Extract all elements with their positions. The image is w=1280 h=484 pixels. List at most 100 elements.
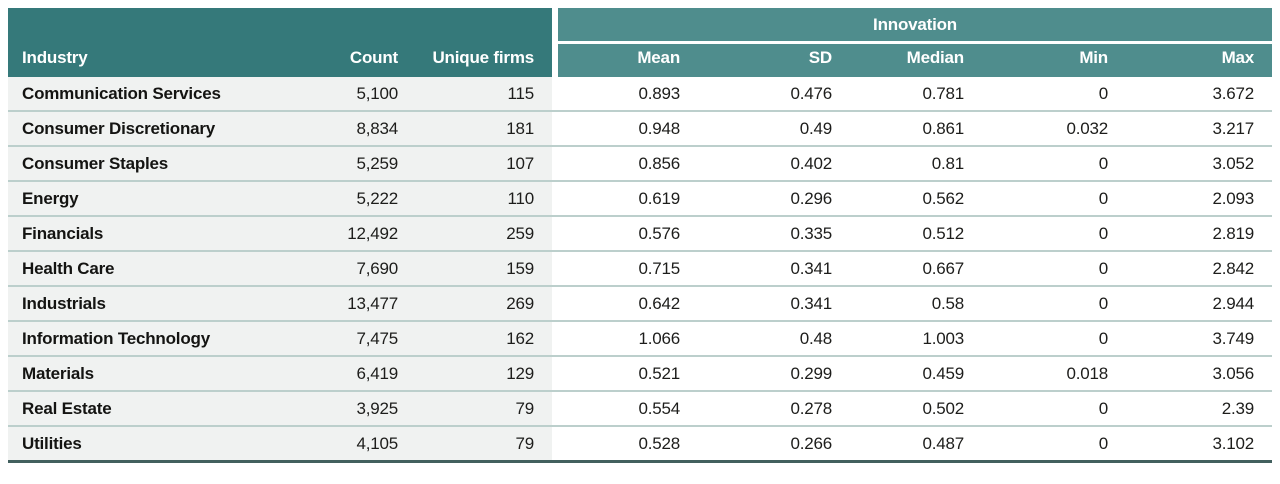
table-row: Consumer Discretionary 8,834 181 0.948 0…	[8, 112, 1273, 147]
cell-min: 0	[982, 427, 1126, 463]
cell-max: 2.944	[1126, 287, 1273, 322]
cell-industry: Real Estate	[8, 392, 292, 427]
cell-max: 3.056	[1126, 357, 1273, 392]
cell-sd: 0.335	[698, 217, 850, 252]
cell-count: 7,690	[292, 252, 416, 287]
cell-divider	[552, 217, 558, 252]
sub-header-row: Mean SD Median Min Max	[8, 44, 1273, 77]
cell-median: 0.667	[850, 252, 982, 287]
column-header-median: Median	[850, 44, 982, 77]
cell-median: 0.502	[850, 392, 982, 427]
cell-median: 0.861	[850, 112, 982, 147]
cell-count: 3,925	[292, 392, 416, 427]
cell-industry: Materials	[8, 357, 292, 392]
cell-sd: 0.49	[698, 112, 850, 147]
cell-min: 0	[982, 287, 1126, 322]
table-row: Real Estate 3,925 79 0.554 0.278 0.502 0…	[8, 392, 1273, 427]
cell-unique-firms: 159	[416, 252, 552, 287]
cell-sd: 0.341	[698, 287, 850, 322]
cell-count: 12,492	[292, 217, 416, 252]
cell-unique-firms: 79	[416, 427, 552, 463]
table-row: Materials 6,419 129 0.521 0.299 0.459 0.…	[8, 357, 1273, 392]
cell-max: 2.819	[1126, 217, 1273, 252]
table-body: Communication Services 5,100 115 0.893 0…	[8, 77, 1273, 463]
cell-min: 0	[982, 77, 1126, 112]
table-header: Industry Count Unique firms Innovation M…	[8, 8, 1273, 77]
column-header-unique-firms: Unique firms	[416, 8, 552, 77]
cell-unique-firms: 115	[416, 77, 552, 112]
cell-mean: 0.948	[558, 112, 698, 147]
cell-max: 3.102	[1126, 427, 1273, 463]
cell-industry: Industrials	[8, 287, 292, 322]
cell-count: 5,222	[292, 182, 416, 217]
cell-divider	[552, 252, 558, 287]
cell-count: 13,477	[292, 287, 416, 322]
group-header-innovation: Innovation	[558, 8, 1273, 44]
cell-divider	[552, 147, 558, 182]
cell-sd: 0.278	[698, 392, 850, 427]
cell-count: 8,834	[292, 112, 416, 147]
cell-sd: 0.476	[698, 77, 850, 112]
cell-min: 0	[982, 322, 1126, 357]
cell-mean: 0.554	[558, 392, 698, 427]
cell-sd: 0.48	[698, 322, 850, 357]
column-header-max: Max	[1126, 44, 1273, 77]
cell-max: 3.672	[1126, 77, 1273, 112]
cell-unique-firms: 110	[416, 182, 552, 217]
table-row: Health Care 7,690 159 0.715 0.341 0.667 …	[8, 252, 1273, 287]
cell-sd: 0.299	[698, 357, 850, 392]
cell-industry: Information Technology	[8, 322, 292, 357]
cell-mean: 0.893	[558, 77, 698, 112]
cell-industry: Consumer Discretionary	[8, 112, 292, 147]
table-row: Information Technology 7,475 162 1.066 0…	[8, 322, 1273, 357]
cell-median: 1.003	[850, 322, 982, 357]
table-row: Communication Services 5,100 115 0.893 0…	[8, 77, 1273, 112]
cell-median: 0.81	[850, 147, 982, 182]
column-header-sd: SD	[698, 44, 850, 77]
cell-unique-firms: 129	[416, 357, 552, 392]
cell-min: 0	[982, 392, 1126, 427]
table-container: Industry Count Unique firms Innovation M…	[8, 8, 1273, 463]
table-row: Energy 5,222 110 0.619 0.296 0.562 0 2.0…	[8, 182, 1273, 217]
cell-sd: 0.402	[698, 147, 850, 182]
cell-max: 3.052	[1126, 147, 1273, 182]
cell-mean: 0.642	[558, 287, 698, 322]
cell-divider	[552, 182, 558, 217]
cell-divider	[552, 357, 558, 392]
cell-max: 2.842	[1126, 252, 1273, 287]
cell-divider	[552, 392, 558, 427]
cell-max: 3.749	[1126, 322, 1273, 357]
cell-mean: 0.528	[558, 427, 698, 463]
cell-sd: 0.296	[698, 182, 850, 217]
header-section-divider	[552, 8, 558, 77]
cell-mean: 0.619	[558, 182, 698, 217]
cell-median: 0.58	[850, 287, 982, 322]
cell-min: 0	[982, 217, 1126, 252]
cell-count: 5,100	[292, 77, 416, 112]
table-row: Financials 12,492 259 0.576 0.335 0.512 …	[8, 217, 1273, 252]
cell-sd: 0.341	[698, 252, 850, 287]
column-header-mean: Mean	[558, 44, 698, 77]
cell-median: 0.781	[850, 77, 982, 112]
cell-max: 3.217	[1126, 112, 1273, 147]
cell-mean: 1.066	[558, 322, 698, 357]
cell-min: 0	[982, 182, 1126, 217]
cell-max: 2.39	[1126, 392, 1273, 427]
table-row: Consumer Staples 5,259 107 0.856 0.402 0…	[8, 147, 1273, 182]
cell-unique-firms: 259	[416, 217, 552, 252]
cell-median: 0.459	[850, 357, 982, 392]
cell-min: 0.018	[982, 357, 1126, 392]
cell-industry: Utilities	[8, 427, 292, 463]
cell-unique-firms: 269	[416, 287, 552, 322]
industry-innovation-summary-table: Industry Count Unique firms Innovation M…	[8, 8, 1273, 463]
cell-divider	[552, 322, 558, 357]
cell-count: 5,259	[292, 147, 416, 182]
cell-unique-firms: 79	[416, 392, 552, 427]
table-row: Industrials 13,477 269 0.642 0.341 0.58 …	[8, 287, 1273, 322]
cell-min: 0.032	[982, 112, 1126, 147]
cell-unique-firms: 107	[416, 147, 552, 182]
cell-max: 2.093	[1126, 182, 1273, 217]
cell-count: 7,475	[292, 322, 416, 357]
cell-count: 4,105	[292, 427, 416, 463]
cell-industry: Energy	[8, 182, 292, 217]
